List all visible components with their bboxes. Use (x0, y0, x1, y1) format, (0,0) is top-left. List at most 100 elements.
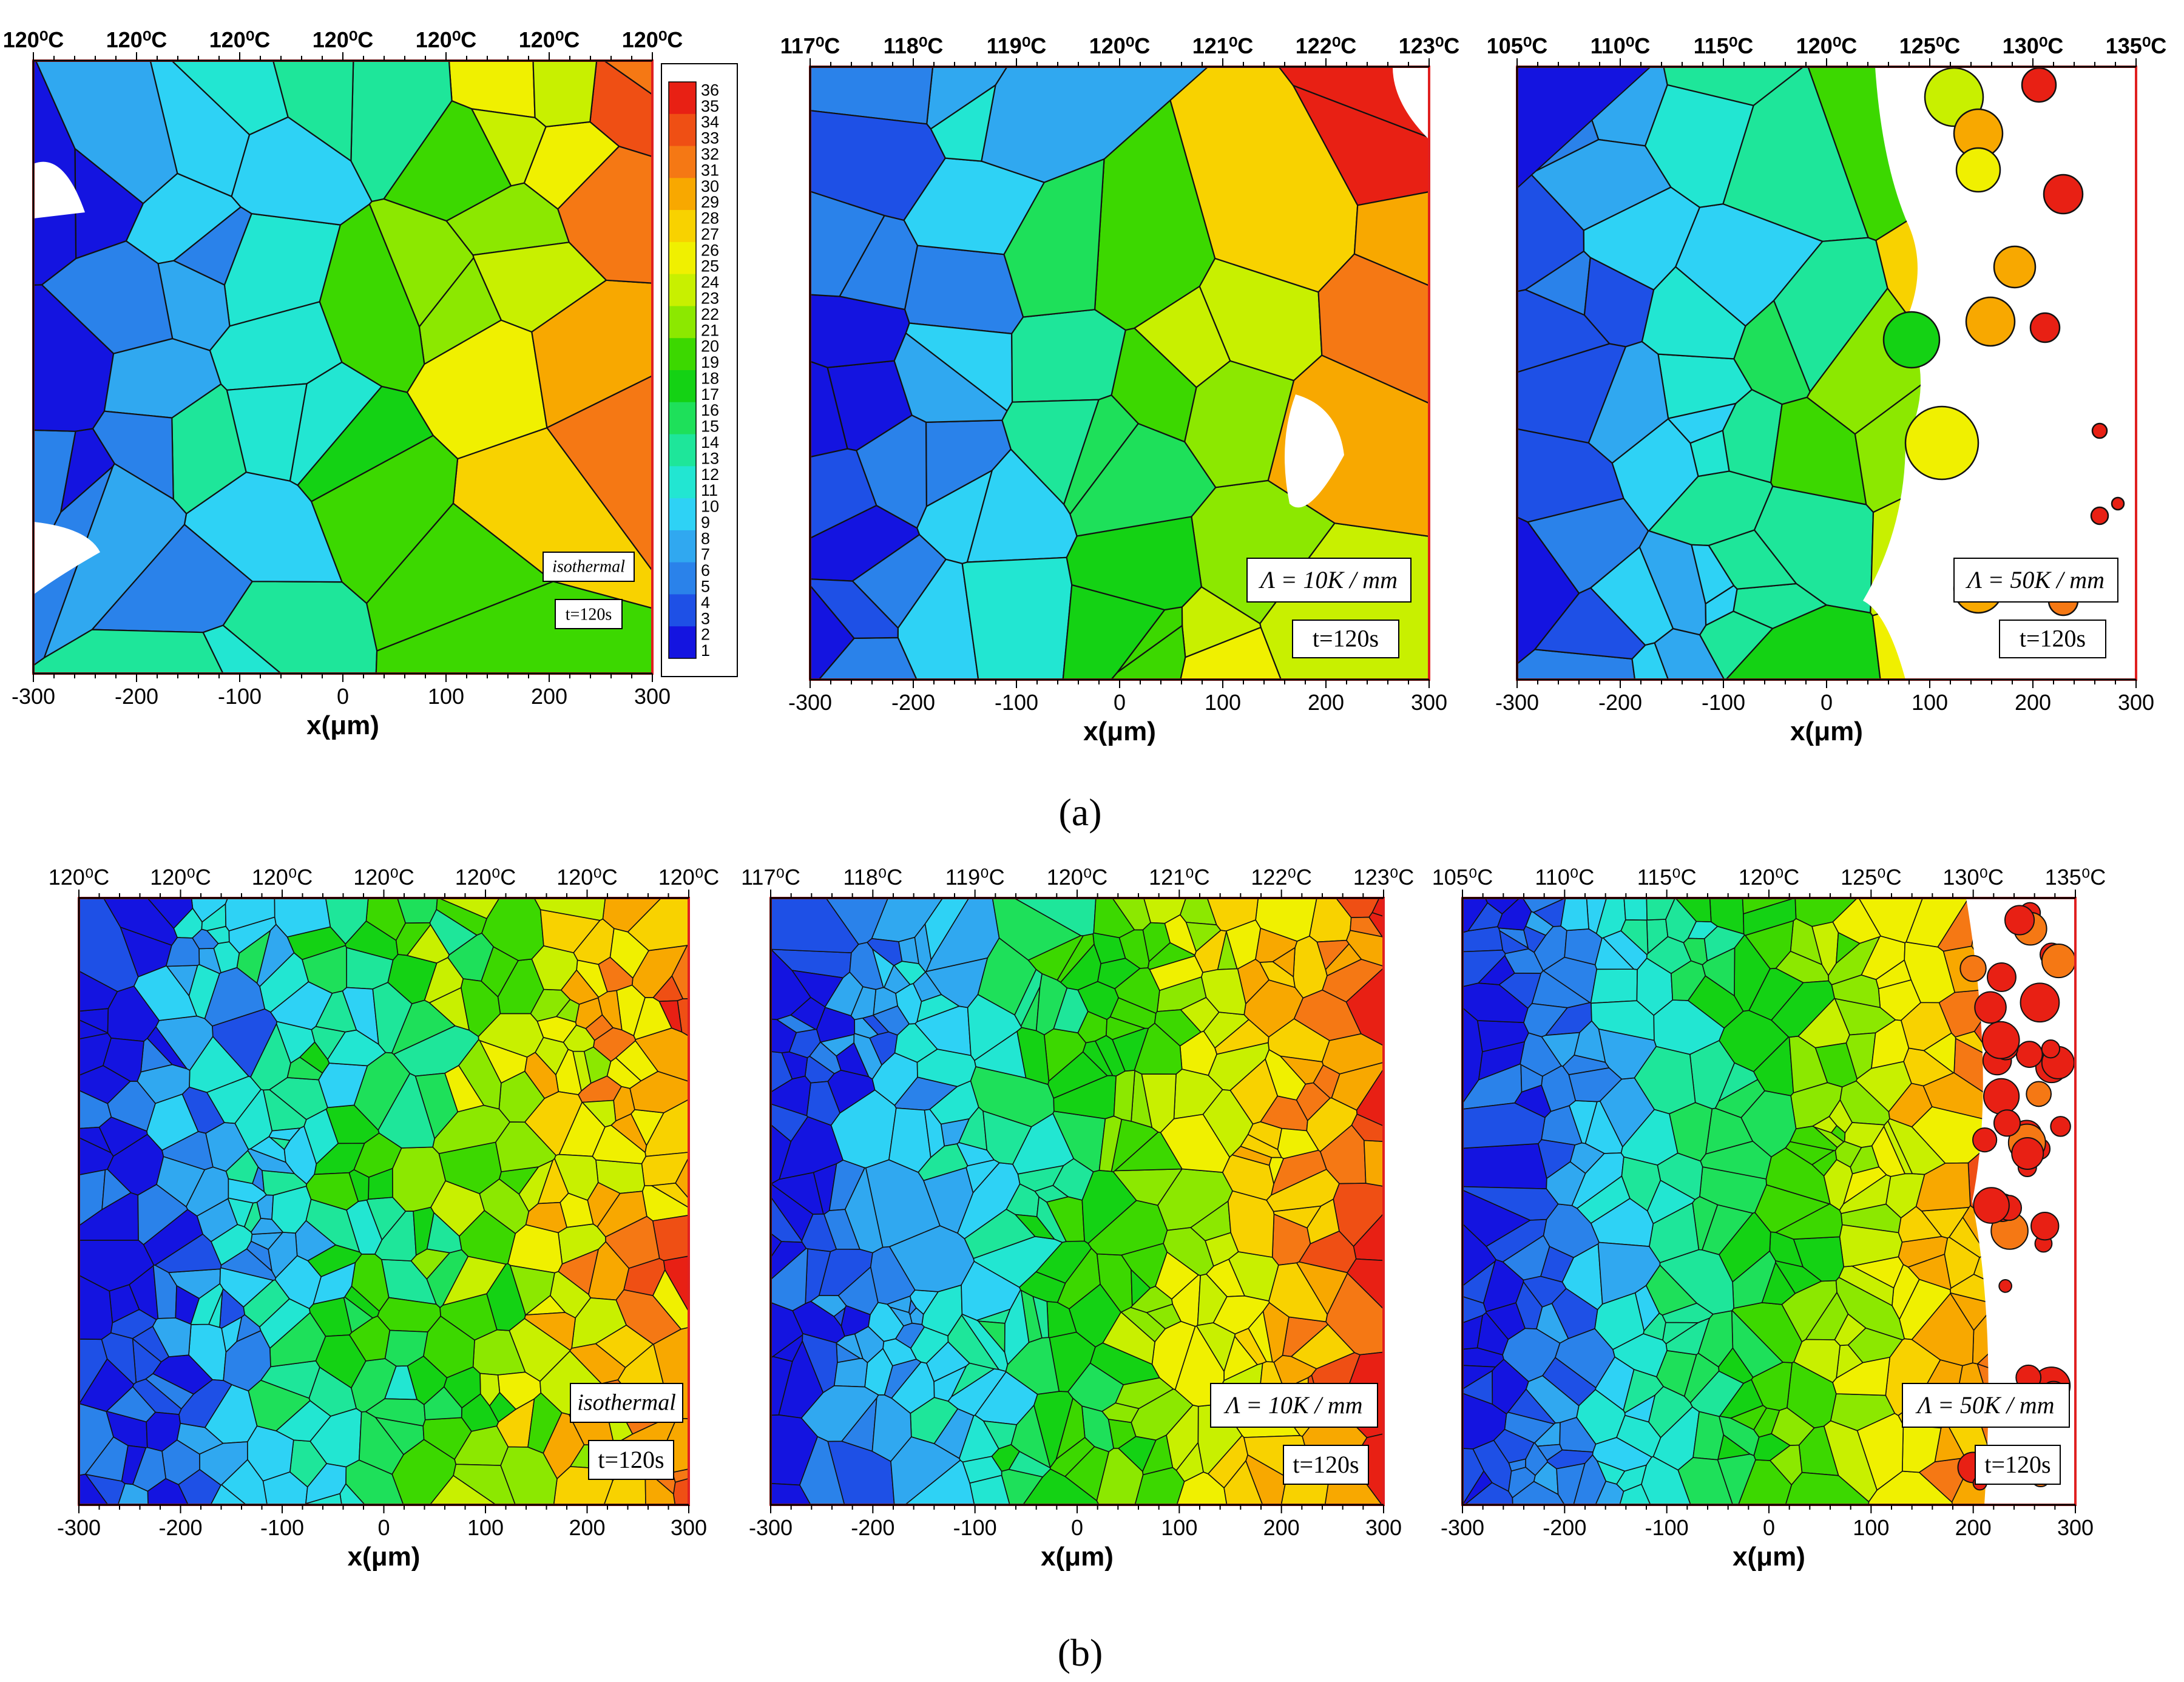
grain (1644, 84, 1754, 208)
grain (771, 1075, 811, 1116)
grain (1594, 937, 1635, 970)
time-label: t=120s (566, 606, 612, 624)
grain (1113, 1070, 1135, 1122)
grain (868, 1302, 904, 1342)
temperature-tick-label: 119⁰C (945, 865, 1005, 890)
annotation-box (570, 1383, 683, 1423)
grain (1657, 1152, 1703, 1200)
grain (315, 1334, 367, 1389)
isolated-grain (2090, 506, 2109, 525)
grain (800, 1385, 879, 1442)
annotation-box (1953, 558, 2118, 603)
grain (597, 1191, 647, 1238)
isolated-grain (2091, 422, 2108, 439)
grain (226, 383, 308, 482)
temperature-tick-label: 120⁰C (1089, 33, 1151, 58)
x-tick-label: -100 (260, 1515, 304, 1540)
condition-label: isothermal (577, 1390, 676, 1416)
grain (1462, 1314, 1484, 1350)
temperature-tick-label: 120⁰C (313, 27, 374, 52)
grain (833, 1357, 868, 1388)
x-tick-label: 300 (671, 1515, 707, 1540)
grain (1206, 898, 1259, 932)
time-box (588, 1440, 674, 1480)
grain (1277, 67, 1429, 138)
grain (854, 1018, 879, 1039)
temperature-tick-label: 120⁰C (106, 27, 167, 52)
colorbar-label: 19 (701, 353, 719, 371)
colorbar-label: 17 (701, 385, 719, 404)
panel-b2: 117⁰C 118⁰C 119⁰C 120⁰C 121⁰C 122⁰C 123⁰C -300 -… (741, 865, 1414, 1572)
grain (1115, 1377, 1174, 1410)
grain (1533, 587, 1646, 660)
x-tick-label: 200 (1955, 1515, 1992, 1540)
grain (358, 1411, 404, 1475)
x-tick-label: 100 (1161, 1515, 1197, 1540)
colorbar-label: 5 (701, 577, 710, 595)
x-tick-label: -100 (995, 690, 1038, 715)
x-tick-label: 100 (1912, 690, 1948, 715)
grain (916, 994, 961, 1023)
grain (1742, 898, 1795, 915)
annotation-box (543, 552, 635, 582)
grain (1093, 898, 1135, 939)
grain (652, 1269, 689, 1330)
x-tick-label: 300 (634, 684, 671, 709)
time-label: t=120s (598, 1446, 664, 1473)
x-tick-label: 0 (377, 1515, 390, 1540)
grain (1034, 1184, 1069, 1203)
grain (1774, 1203, 1843, 1240)
grain (810, 110, 946, 221)
temperature-tick-label: 135⁰C (2045, 865, 2106, 890)
temperature-tick-label: 135⁰C (2106, 33, 2167, 58)
grain (1290, 1323, 1356, 1370)
grain (810, 584, 855, 680)
caption-b: (b) (1058, 1631, 1103, 1674)
grain (1462, 982, 1529, 1024)
grain (256, 924, 295, 987)
time-label: t=120s (1313, 624, 1379, 652)
grain (143, 1209, 204, 1266)
grain (1163, 1227, 1214, 1276)
grain (1347, 1258, 1384, 1310)
grain (1068, 1283, 1122, 1348)
colorbar-swatch (669, 210, 696, 226)
grain (546, 375, 652, 572)
colorbar-swatch (669, 306, 696, 323)
grain (1532, 898, 1566, 927)
x-tick-label: -300 (788, 690, 832, 715)
grain (1785, 1471, 1870, 1505)
grain (303, 1108, 339, 1165)
x-tick-label: -200 (158, 1515, 202, 1540)
colorbar-label: 20 (701, 337, 719, 356)
grain (1793, 1236, 1845, 1282)
grain (1643, 1312, 1666, 1341)
grain (823, 1209, 860, 1250)
grain (1293, 989, 1362, 1041)
temperature-tick-label: 123⁰C (1399, 33, 1460, 58)
grain (1590, 968, 1638, 1004)
grain (924, 898, 970, 962)
grain (1761, 1262, 1796, 1305)
colorbar-swatch (669, 594, 696, 611)
colorbar-swatch (669, 466, 696, 483)
grain (1112, 898, 1152, 931)
isolated-grain (1965, 296, 2016, 347)
isolated-grain (1959, 954, 1987, 982)
colorbar-label: 27 (701, 225, 719, 243)
grain (810, 1295, 847, 1317)
temperature-tick-label: 120⁰C (1739, 865, 1800, 890)
grain (961, 556, 1073, 680)
grain (578, 1075, 623, 1103)
grain (1870, 1019, 1910, 1069)
isolated-grain (2111, 496, 2125, 511)
grain (1832, 1356, 1891, 1396)
grain (1619, 1484, 1651, 1505)
grain (1560, 898, 1589, 931)
temperature-tick-label: 120⁰C (252, 865, 313, 890)
grain (1134, 1467, 1185, 1505)
grain (1922, 1032, 1956, 1073)
grain (344, 1285, 380, 1319)
x-tick-label: -300 (57, 1515, 101, 1540)
